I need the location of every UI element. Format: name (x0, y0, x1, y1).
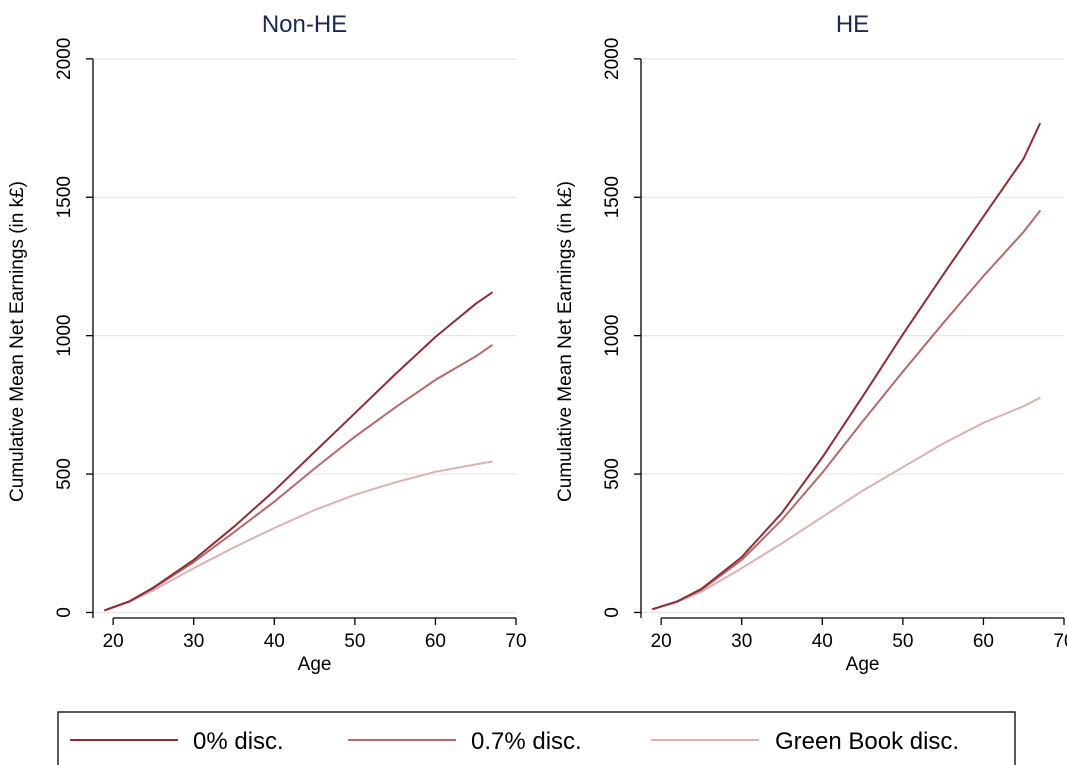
chart-title: HE (836, 11, 869, 38)
x-axis-label: Age (846, 654, 880, 675)
y-tick-label: 1000 (602, 315, 623, 357)
y-tick-label: 1500 (602, 176, 623, 218)
x-tick-label: 60 (973, 631, 994, 652)
x-tick-label: 40 (264, 631, 285, 652)
y-axis-label: Cumulative Mean Net Earnings (in k£) (555, 181, 576, 502)
y-tick-label: 1500 (54, 176, 75, 218)
y-axis-label: Cumulative Mean Net Earnings (in k£) (7, 181, 28, 502)
series-line-1 (652, 210, 1041, 611)
series-line-1 (104, 344, 493, 612)
legend-label-1: 0.7% disc. (471, 728, 582, 755)
series-line-2 (104, 460, 493, 612)
x-tick-label: 50 (344, 631, 365, 652)
x-tick-label: 20 (651, 631, 672, 652)
y-tick-label: 500 (54, 458, 75, 490)
chart-title: Non-HE (262, 11, 347, 38)
chart-panel-1: HE 0 500 1000 1500 2000 20 30 40 50 60 70 Age Cumulat… (555, 11, 1067, 675)
legend: 0% disc. 0.7% disc. Green Book disc. (57, 711, 1016, 765)
x-tick-label: 70 (505, 631, 526, 652)
x-tick-label: 60 (425, 631, 446, 652)
x-tick-label: 50 (892, 631, 913, 652)
y-tick-label: 2000 (602, 38, 623, 80)
series-line-2 (652, 396, 1041, 611)
series-line-0 (104, 291, 493, 612)
x-tick-label: 30 (183, 631, 204, 652)
legend-label-2: Green Book disc. (775, 728, 959, 755)
chart-panel-0: Non-HE 0 500 1000 1500 2000 20 30 40 50 60 70 Age Cum… (7, 11, 527, 675)
x-tick-label: 30 (731, 631, 752, 652)
y-tick-label: 500 (602, 458, 623, 490)
x-tick-label: 20 (103, 631, 124, 652)
x-tick-label: 40 (812, 631, 833, 652)
y-tick-label: 0 (54, 607, 75, 618)
legend-box (57, 711, 1016, 765)
y-tick-label: 0 (602, 607, 623, 618)
x-axis-label: Age (298, 654, 332, 675)
series-line-0 (652, 122, 1041, 611)
legend-label-0: 0% disc. (193, 728, 284, 755)
y-tick-label: 1000 (54, 315, 75, 357)
y-tick-label: 2000 (54, 38, 75, 80)
x-tick-label: 70 (1053, 631, 1067, 652)
